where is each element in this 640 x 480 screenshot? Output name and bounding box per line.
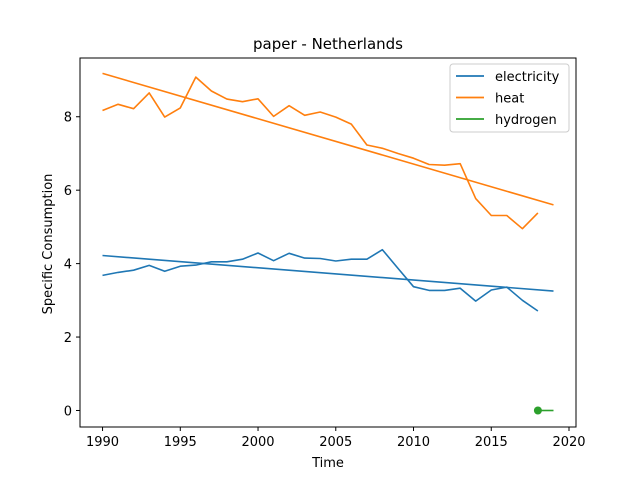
plot-frame <box>79 57 577 428</box>
legend-label-heat: heat <box>495 92 524 107</box>
data-point-hydrogen <box>533 406 542 415</box>
x-axis: 1990 1995 2000 2005 2010 2015 2020 <box>86 427 586 450</box>
legend: electricity heat hydrogen <box>449 63 570 133</box>
y-tick-label: 2 <box>64 331 72 346</box>
plot-area <box>102 72 554 415</box>
x-tick-label: 1990 <box>86 435 119 450</box>
series-line-heat <box>102 76 539 230</box>
series-line-electricity <box>102 248 539 312</box>
y-tick-label: 8 <box>64 111 72 126</box>
x-tick-label: 2005 <box>319 435 352 450</box>
x-tick-label: 2015 <box>475 435 508 450</box>
x-tick-label: 1995 <box>164 435 197 450</box>
x-tick-label: 2000 <box>241 435 274 450</box>
y-axis-label: Specific Consumption <box>41 174 56 315</box>
y-tick-label: 0 <box>64 404 72 419</box>
x-tick-label: 2010 <box>397 435 430 450</box>
legend-label-hydrogen: hydrogen <box>495 113 557 128</box>
y-tick-label: 6 <box>64 184 72 199</box>
y-tick-label: 4 <box>64 258 72 273</box>
y-axis: 0 2 4 6 8 <box>64 111 80 419</box>
trend-line-heat <box>102 72 554 206</box>
x-tick-label: 2020 <box>552 435 585 450</box>
chart-title: paper - Netherlands <box>253 35 403 53</box>
legend-box <box>449 63 570 133</box>
trend-line-electricity <box>102 254 554 292</box>
legend-label-electricity: electricity <box>495 70 560 85</box>
x-axis-label: Time <box>311 456 344 471</box>
